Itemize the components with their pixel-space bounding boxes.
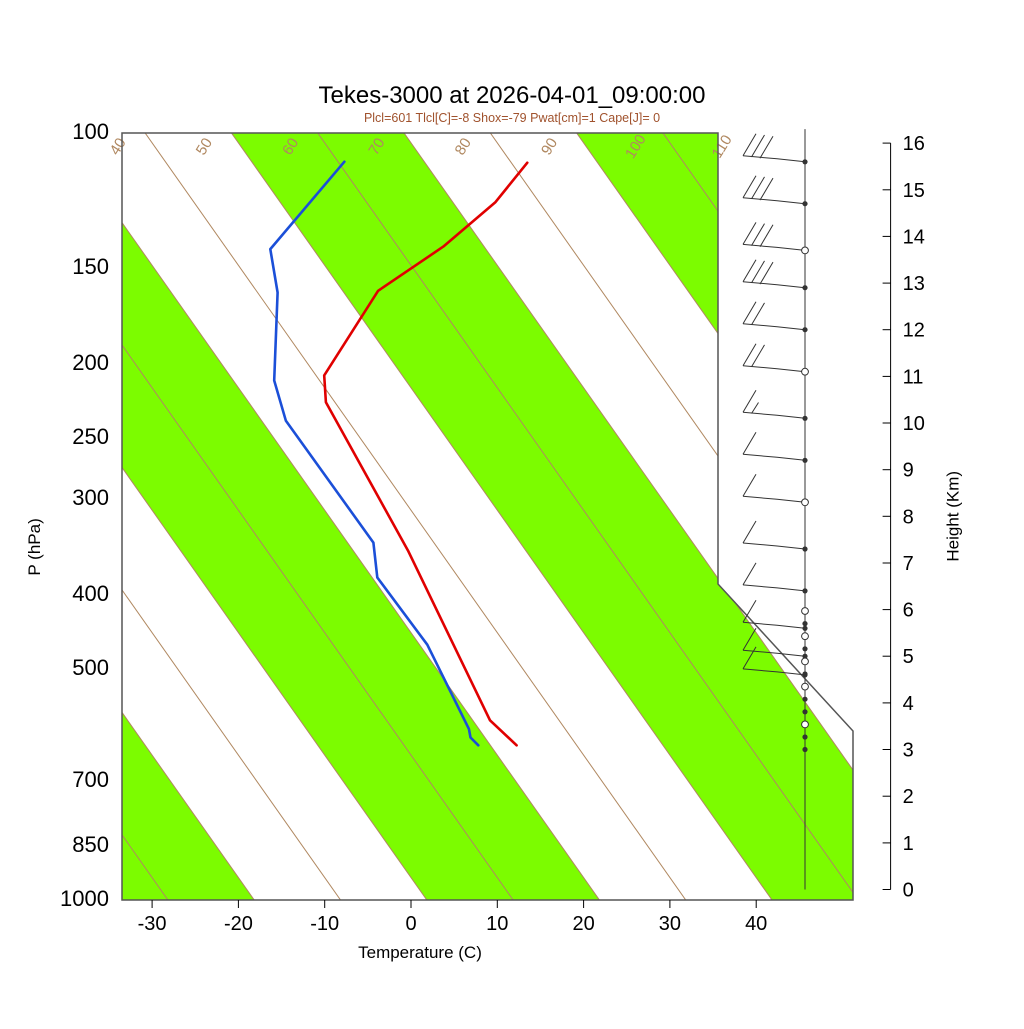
svg-text:500: 500 [72, 655, 109, 680]
svg-text:30: 30 [659, 913, 681, 935]
svg-text:1000: 1000 [60, 886, 109, 911]
svg-text:250: 250 [72, 424, 109, 449]
svg-text:-20: -20 [224, 913, 253, 935]
svg-text:Height (Km): Height (Km) [944, 471, 963, 562]
svg-text:P (hPa): P (hPa) [25, 518, 44, 575]
svg-text:11: 11 [903, 366, 924, 388]
svg-text:150: 150 [72, 254, 109, 279]
svg-text:9: 9 [903, 460, 914, 482]
svg-text:400: 400 [72, 581, 109, 606]
svg-text:3: 3 [903, 740, 914, 762]
svg-text:16: 16 [903, 133, 925, 155]
svg-text:-30: -30 [138, 913, 167, 935]
svg-text:4: 4 [903, 693, 914, 715]
svg-text:8: 8 [903, 506, 914, 528]
svg-text:20: 20 [572, 913, 594, 935]
svg-text:2: 2 [903, 786, 914, 808]
svg-text:10: 10 [486, 913, 508, 935]
svg-text:15: 15 [903, 180, 925, 202]
svg-text:100: 100 [72, 119, 109, 144]
svg-text:Tekes-3000 at 2026-04-01_09:00: Tekes-3000 at 2026-04-01_09:00:00 [319, 82, 706, 109]
svg-text:1: 1 [903, 833, 914, 855]
svg-text:40: 40 [745, 913, 767, 935]
svg-text:300: 300 [72, 485, 109, 510]
svg-text:200: 200 [72, 350, 109, 375]
svg-text:0: 0 [405, 913, 416, 935]
svg-text:5: 5 [903, 646, 914, 668]
svg-text:700: 700 [72, 767, 109, 792]
svg-text:6: 6 [903, 600, 914, 622]
svg-text:Temperature (C): Temperature (C) [358, 943, 482, 962]
svg-text:Plcl=601 Tlcl[C]=-8 Shox=-79 P: Plcl=601 Tlcl[C]=-8 Shox=-79 Pwat[cm]=1 … [364, 111, 660, 125]
svg-text:12: 12 [903, 320, 925, 342]
svg-text:-10: -10 [310, 913, 339, 935]
svg-text:13: 13 [903, 273, 925, 295]
svg-text:14: 14 [903, 226, 925, 248]
svg-text:7: 7 [903, 553, 914, 575]
svg-text:10: 10 [903, 413, 925, 435]
svg-text:0: 0 [903, 880, 914, 902]
svg-text:850: 850 [72, 832, 109, 857]
